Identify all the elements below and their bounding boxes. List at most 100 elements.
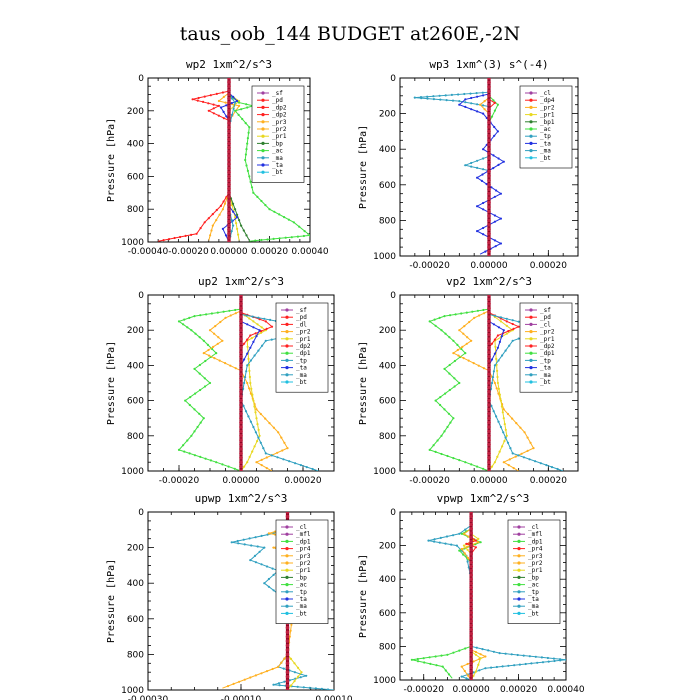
series-marker (234, 367, 237, 370)
series-marker (221, 463, 224, 466)
series-marker (495, 357, 498, 360)
series-marker (227, 182, 231, 187)
series-marker (248, 537, 251, 540)
series-marker (182, 323, 185, 326)
series-marker (506, 441, 510, 444)
series-marker (487, 227, 491, 232)
series-marker (227, 465, 230, 468)
series-marker (469, 590, 473, 594)
series-marker (490, 186, 493, 189)
legend-marker (517, 547, 521, 551)
series-marker (487, 98, 491, 103)
series-marker (265, 565, 269, 568)
series-marker (285, 639, 290, 643)
series-marker (217, 114, 220, 117)
series-marker (292, 221, 295, 224)
series-marker (269, 318, 272, 321)
series-marker (234, 312, 237, 315)
y-tick-label: 1000 (121, 686, 144, 696)
series-marker (204, 359, 207, 363)
series-marker (227, 215, 231, 220)
x-tick-label: 0.00000 (222, 476, 259, 486)
series-marker (246, 137, 249, 140)
legend-entry: _ma (540, 372, 551, 379)
legend-marker (285, 330, 289, 334)
series-marker (270, 454, 273, 457)
series-marker (230, 219, 233, 222)
series-marker (177, 448, 181, 451)
series-marker (487, 447, 491, 451)
series-marker (249, 420, 252, 423)
legend-marker (285, 308, 289, 312)
series-marker (215, 208, 218, 212)
legend-marker (529, 105, 533, 109)
series-marker (469, 569, 473, 573)
series-marker (238, 219, 241, 222)
series-marker (285, 634, 290, 639)
series-marker (227, 186, 231, 191)
series-marker (460, 675, 463, 678)
series-marker (470, 102, 473, 105)
series-marker (243, 465, 246, 468)
series-marker (259, 441, 262, 444)
series-marker (487, 337, 491, 341)
x-tick-label: 0.00000 (470, 476, 507, 486)
series-marker (227, 78, 231, 80)
series-marker (487, 385, 491, 390)
series-marker (168, 238, 171, 241)
legend-marker (529, 337, 533, 341)
legend-entry: _bt (272, 169, 283, 176)
series-marker (458, 549, 461, 552)
series-marker (252, 191, 255, 194)
series-marker (290, 236, 293, 239)
series-marker (487, 350, 491, 355)
series-marker (476, 159, 479, 162)
series-marker (243, 342, 246, 345)
series-marker (222, 200, 225, 203)
series-marker (273, 210, 276, 213)
series-marker (493, 101, 496, 104)
series-marker (464, 352, 467, 355)
legend-marker (529, 358, 533, 362)
series-marker (227, 166, 231, 170)
series-marker (482, 94, 485, 97)
x-tick-label: 0.00000 (210, 247, 247, 257)
series-marker (469, 594, 473, 598)
series-marker (487, 363, 491, 368)
series-marker (193, 430, 196, 433)
series-marker (272, 426, 275, 429)
legend-entry: _ac (528, 582, 539, 589)
legend-marker (285, 337, 289, 341)
series-marker (507, 330, 510, 333)
series-marker (268, 208, 271, 211)
series-marker (463, 552, 466, 555)
series-marker (433, 538, 436, 541)
series-marker (443, 408, 446, 411)
series-marker (482, 208, 485, 211)
series-marker (193, 315, 196, 318)
series-marker (260, 534, 263, 538)
series-marker (243, 381, 246, 385)
series-marker (308, 234, 310, 237)
y-axis-label: Pressure [hPa] (358, 341, 369, 425)
series-marker (496, 375, 499, 379)
legend-marker (517, 554, 521, 558)
series-marker (227, 174, 231, 179)
series-marker (249, 559, 252, 562)
series-marker (242, 229, 245, 232)
series-marker (462, 357, 465, 360)
series-marker (466, 560, 469, 563)
series-marker (490, 381, 494, 385)
y-tick-label: 600 (379, 397, 396, 407)
series-marker (453, 385, 456, 388)
series-marker (458, 100, 461, 103)
series-marker (285, 514, 290, 519)
series-marker (464, 101, 467, 104)
series-marker (299, 676, 302, 679)
series-marker (232, 682, 235, 686)
series-marker (217, 104, 220, 107)
x-tick-label: 0.00000 (470, 261, 507, 271)
legend-marker (529, 141, 533, 145)
legend-marker (529, 113, 533, 117)
legend-marker (529, 120, 533, 124)
